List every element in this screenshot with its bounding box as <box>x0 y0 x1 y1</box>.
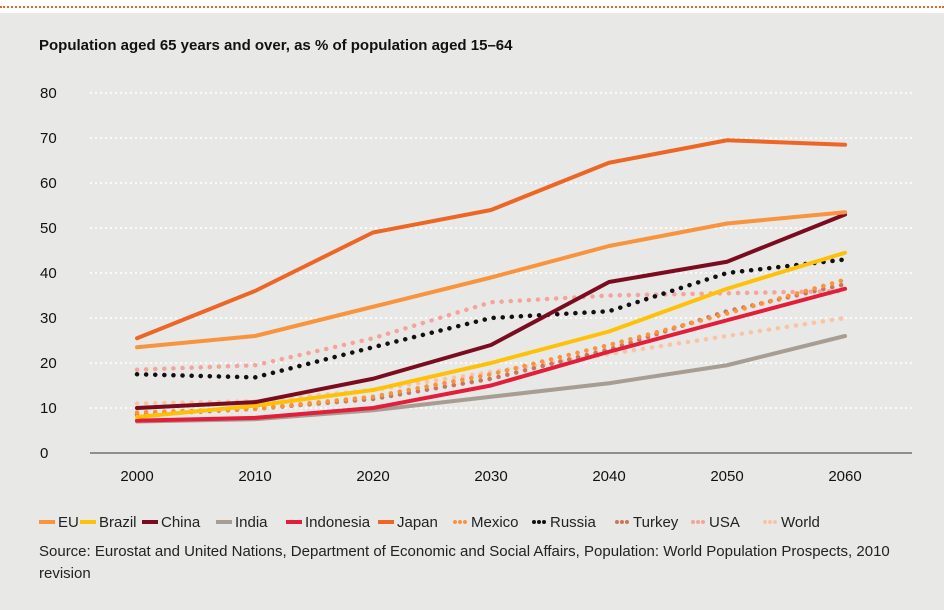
series-line-usa <box>134 288 848 372</box>
legend-swatch-indonesia <box>286 520 302 524</box>
chart-title: Population aged 65 years and over, as % … <box>39 37 513 54</box>
legend-label: EU <box>58 513 79 531</box>
legend-label: Mexico <box>471 513 519 531</box>
x-tick-label: 2030 <box>474 468 507 485</box>
series-line-eu <box>135 210 847 350</box>
y-tick-label: 0 <box>40 445 48 462</box>
source-note: Source: Eurostat and United Nations, Dep… <box>39 543 890 582</box>
legend-swatch-brazil <box>80 520 96 524</box>
series-line-japan <box>135 138 847 341</box>
x-tick-label: 2050 <box>710 468 743 485</box>
legend-item-china: China <box>142 512 200 532</box>
series-line-indonesia <box>135 286 847 423</box>
y-tick-label: 60 <box>40 175 57 192</box>
y-tick-label: 30 <box>40 310 57 327</box>
series-line-russia <box>134 257 848 380</box>
legend-item-brazil: Brazil <box>80 512 137 532</box>
legend-swatch-usa <box>691 520 705 524</box>
x-tick-label: 2000 <box>120 468 153 485</box>
x-tick-label: 2010 <box>238 468 271 485</box>
x-axis-ticks: 2000 2010 2020 2030 2040 2050 2060 <box>120 468 861 485</box>
x-tick-label: 2060 <box>828 468 861 485</box>
series-line-mexico <box>134 277 848 415</box>
legend-item-eu: EU <box>39 512 79 532</box>
legend-label: Russia <box>550 513 596 531</box>
legend-swatch-japan <box>378 520 394 524</box>
top-dotted-rule <box>0 6 944 8</box>
x-tick-label: 2020 <box>356 468 389 485</box>
legend-swatch-india <box>216 520 232 524</box>
legend-label: Brazil <box>99 513 137 531</box>
legend-label: Turkey <box>633 513 679 531</box>
legend-item-mexico: Mexico <box>452 512 519 532</box>
legend: EU Brazil China India Indonesia Japan Mexico Ru… <box>39 512 919 532</box>
legend-label: USA <box>709 513 740 531</box>
legend-label: Indonesia <box>305 513 371 531</box>
legend-item-indonesia: Indonesia <box>286 512 370 532</box>
legend-swatch-turkey <box>615 520 629 524</box>
y-tick-label: 20 <box>40 355 57 372</box>
legend-item-russia: Russia <box>531 512 596 532</box>
y-tick-label: 40 <box>40 265 57 282</box>
legend-swatch-china <box>142 520 158 524</box>
legend-label: Japan <box>397 513 438 531</box>
y-axis-ticks: 0 10 20 30 40 50 60 70 80 <box>40 85 57 462</box>
legend-item-japan: Japan <box>378 512 438 532</box>
legend-label: China <box>161 513 201 531</box>
legend-swatch-eu <box>39 520 55 524</box>
legend-item-turkey: Turkey <box>614 512 678 532</box>
legend-swatch-russia <box>532 520 546 524</box>
legend-label: World <box>781 513 820 531</box>
legend-item-usa: USA <box>690 512 740 532</box>
legend-label: India <box>235 513 268 531</box>
series-line-china <box>135 212 847 410</box>
y-tick-label: 10 <box>40 400 57 417</box>
series-line-brazil <box>135 250 847 419</box>
y-tick-label: 80 <box>40 85 57 102</box>
legend-swatch-mexico <box>453 520 467 524</box>
y-tick-label: 70 <box>40 130 57 147</box>
x-tick-label: 2040 <box>592 468 625 485</box>
chart-panel <box>0 13 944 610</box>
legend-item-india: India <box>216 512 268 532</box>
series-lines <box>134 138 848 424</box>
legend-item-world: World <box>762 512 820 532</box>
y-tick-label: 50 <box>40 220 57 237</box>
legend-swatch-world <box>763 520 777 524</box>
